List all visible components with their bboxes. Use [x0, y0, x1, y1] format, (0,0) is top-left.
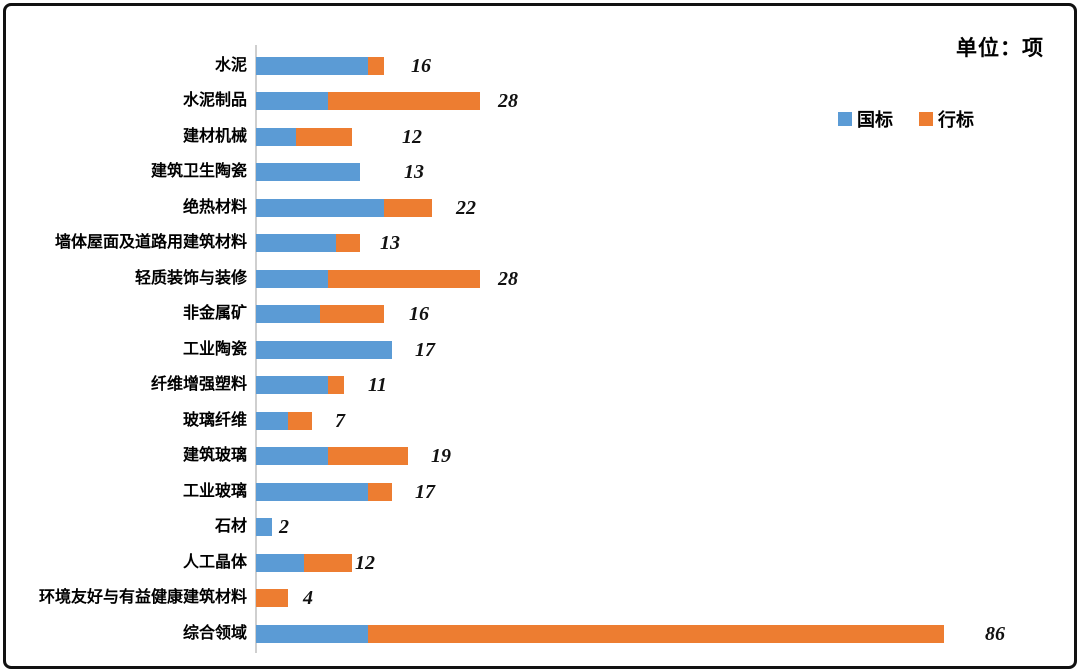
- bar-segment-guobiao: [256, 56, 368, 75]
- bar-segment-guobiao: [256, 305, 320, 323]
- bar-segment-guobiao: [256, 482, 368, 501]
- category-label: 工业玻璃: [182, 482, 247, 500]
- bar-row: [256, 340, 392, 359]
- bar-segment-guobiao: [256, 127, 296, 146]
- bar-row: [256, 92, 480, 110]
- bar-segment-guobiao: [256, 376, 328, 394]
- total-value-label: 17: [415, 338, 435, 361]
- category-label: 玻璃纤维: [182, 411, 247, 429]
- category-label: 绝热材料: [182, 198, 247, 216]
- total-value-label: 13: [404, 161, 424, 183]
- category-label: 工业陶瓷: [182, 340, 247, 358]
- total-value-label: 7: [335, 409, 345, 432]
- category-label: 轻质装饰与装修: [134, 269, 247, 287]
- total-value-label: 12: [355, 551, 375, 574]
- bar-segment-hangbiao: [368, 624, 944, 643]
- bar-row: [256, 269, 480, 288]
- bar-segment-guobiao: [256, 198, 384, 217]
- category-label: 水泥制品: [182, 92, 247, 109]
- bar-segment-hangbiao: [320, 305, 384, 323]
- legend-label-guobiao: 国标: [857, 110, 893, 130]
- bar-row: [256, 163, 360, 181]
- bar-segment-guobiao: [256, 234, 336, 252]
- bar-segment-guobiao: [256, 447, 328, 465]
- bar-segment-hangbiao: [368, 56, 384, 75]
- bar-row: [256, 305, 384, 323]
- bar-segment-hangbiao: [304, 553, 352, 572]
- bar-row: [256, 482, 392, 501]
- legend-label-hangbiao: 行标: [938, 110, 974, 130]
- category-label: 建材机械: [182, 127, 247, 145]
- bar-segment-hangbiao: [256, 589, 288, 607]
- bar-row: [256, 518, 272, 536]
- bar-segment-hangbiao: [288, 411, 312, 430]
- category-label: 人工晶体: [182, 553, 247, 571]
- total-value-label: 12: [402, 125, 422, 148]
- total-value-label: 28: [498, 90, 518, 112]
- legend-item-hangbiao: 行标: [919, 106, 974, 132]
- category-label: 石材: [214, 518, 247, 535]
- bar-segment-hangbiao: [384, 198, 432, 217]
- total-value-label: 17: [415, 480, 435, 503]
- category-label: 综合领域: [182, 624, 247, 642]
- category-label: 水泥: [214, 56, 247, 74]
- bar-segment-guobiao: [256, 518, 272, 536]
- bar-row: [256, 376, 344, 394]
- total-value-label: 19: [431, 445, 451, 467]
- bar-row: [256, 198, 432, 217]
- bar-row: [256, 589, 288, 607]
- total-value-label: 11: [368, 374, 387, 396]
- bar-segment-hangbiao: [328, 376, 344, 394]
- category-label: 纤维增强塑料: [150, 376, 247, 393]
- legend: 国标 行标: [838, 106, 974, 132]
- category-label: 环境友好与有益健康建筑材料: [38, 589, 247, 606]
- total-value-label: 2: [279, 516, 289, 538]
- total-value-label: 28: [498, 267, 518, 290]
- total-value-label: 13: [380, 232, 400, 254]
- total-value-label: 86: [985, 622, 1005, 645]
- bar-segment-guobiao: [256, 411, 288, 430]
- legend-item-guobiao: 国标: [838, 106, 893, 132]
- bar-segment-guobiao: [256, 340, 392, 359]
- bar-segment-hangbiao: [328, 92, 480, 110]
- total-value-label: 4: [303, 587, 313, 609]
- category-label: 非金属矿: [182, 305, 247, 322]
- bar-row: [256, 624, 944, 643]
- category-label: 墙体屋面及道路用建筑材料: [54, 234, 247, 251]
- total-value-label: 16: [409, 303, 429, 325]
- bar-row: [256, 56, 384, 75]
- category-label: 建筑玻璃: [182, 447, 247, 464]
- bar-segment-hangbiao: [368, 482, 392, 501]
- bar-segment-hangbiao: [296, 127, 352, 146]
- guobiao-swatch-icon: [838, 112, 852, 126]
- bar-segment-hangbiao: [336, 234, 360, 252]
- bar-segment-guobiao: [256, 624, 368, 643]
- bar-segment-hangbiao: [328, 447, 408, 465]
- bar-row: [256, 553, 352, 572]
- bar-row: [256, 234, 360, 252]
- bar-row: [256, 127, 352, 146]
- total-value-label: 16: [411, 54, 431, 77]
- total-value-label: 22: [456, 196, 476, 219]
- bar-segment-hangbiao: [328, 269, 480, 288]
- bar-segment-guobiao: [256, 269, 328, 288]
- bar-segment-guobiao: [256, 92, 328, 110]
- bar-segment-guobiao: [256, 553, 304, 572]
- bar-row: [256, 447, 408, 465]
- hangbiao-swatch-icon: [919, 112, 933, 126]
- unit-title: 单位：项: [956, 37, 1044, 60]
- category-label: 建筑卫生陶瓷: [150, 163, 247, 180]
- bar-segment-guobiao: [256, 163, 360, 181]
- bar-row: [256, 411, 312, 430]
